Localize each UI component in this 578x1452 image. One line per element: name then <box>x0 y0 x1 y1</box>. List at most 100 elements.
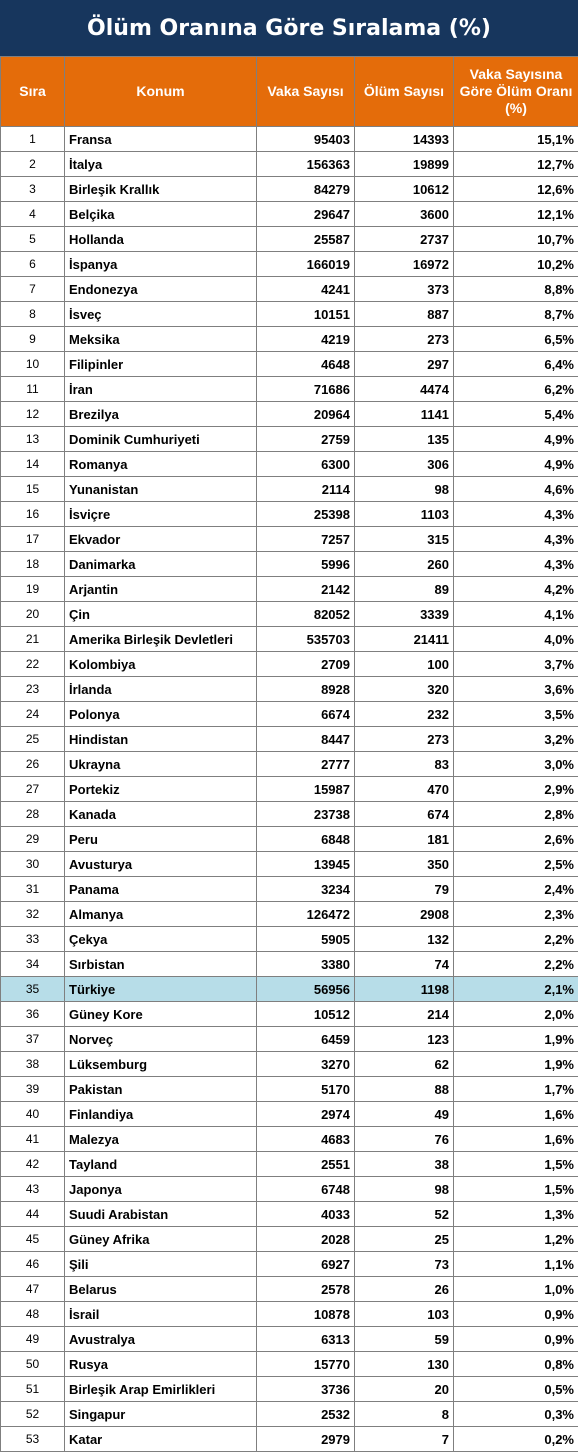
location-cell: Suudi Arabistan <box>64 1201 257 1227</box>
rate-cell: 2,6% <box>453 826 578 852</box>
rate-cell: 1,9% <box>453 1051 578 1077</box>
deaths-cell: 470 <box>354 776 454 802</box>
table-row: 23 İrlanda 8928 320 3,6% <box>0 676 578 702</box>
table-title: Ölüm Oranına Göre Sıralama (%) <box>0 0 578 56</box>
rate-cell: 12,1% <box>453 201 578 227</box>
cases-cell: 6848 <box>256 826 355 852</box>
deaths-cell: 14393 <box>354 126 454 152</box>
deaths-cell: 135 <box>354 426 454 452</box>
rate-cell: 6,5% <box>453 326 578 352</box>
rate-cell: 0,8% <box>453 1351 578 1377</box>
rate-cell: 8,8% <box>453 276 578 302</box>
deaths-cell: 2737 <box>354 226 454 252</box>
rank-cell: 16 <box>0 501 65 527</box>
deaths-cell: 10612 <box>354 176 454 202</box>
cases-cell: 6300 <box>256 451 355 477</box>
rate-cell: 1,3% <box>453 1201 578 1227</box>
deaths-cell: 674 <box>354 801 454 827</box>
rank-cell: 52 <box>0 1401 65 1427</box>
location-cell: Panama <box>64 876 257 902</box>
cases-cell: 8447 <box>256 726 355 752</box>
cases-cell: 20964 <box>256 401 355 427</box>
deaths-cell: 98 <box>354 476 454 502</box>
deaths-cell: 89 <box>354 576 454 602</box>
cases-cell: 3270 <box>256 1051 355 1077</box>
deaths-cell: 260 <box>354 551 454 577</box>
location-cell: Japonya <box>64 1176 257 1202</box>
table-row: 29 Peru 6848 181 2,6% <box>0 826 578 852</box>
table-row: 10 Filipinler 4648 297 6,4% <box>0 351 578 377</box>
location-cell: Fransa <box>64 126 257 152</box>
rank-cell: 41 <box>0 1126 65 1152</box>
deaths-cell: 20 <box>354 1376 454 1402</box>
rate-cell: 4,9% <box>453 426 578 452</box>
deaths-cell: 98 <box>354 1176 454 1202</box>
cases-cell: 6927 <box>256 1251 355 1277</box>
deaths-cell: 38 <box>354 1151 454 1177</box>
location-cell: Lüksemburg <box>64 1051 257 1077</box>
cases-cell: 29647 <box>256 201 355 227</box>
table-row: 33 Çekya 5905 132 2,2% <box>0 926 578 952</box>
cases-cell: 15987 <box>256 776 355 802</box>
cases-cell: 2142 <box>256 576 355 602</box>
location-cell: İtalya <box>64 151 257 177</box>
rate-cell: 6,2% <box>453 376 578 402</box>
rank-cell: 10 <box>0 351 65 377</box>
deaths-cell: 76 <box>354 1126 454 1152</box>
location-cell: Romanya <box>64 451 257 477</box>
rank-cell: 12 <box>0 401 65 427</box>
deaths-cell: 25 <box>354 1226 454 1252</box>
rate-cell: 2,4% <box>453 876 578 902</box>
rank-cell: 23 <box>0 676 65 702</box>
rank-cell: 15 <box>0 476 65 502</box>
deaths-cell: 373 <box>354 276 454 302</box>
rank-cell: 45 <box>0 1226 65 1252</box>
deaths-cell: 21411 <box>354 626 454 652</box>
rank-cell: 13 <box>0 426 65 452</box>
deaths-cell: 132 <box>354 926 454 952</box>
deaths-cell: 74 <box>354 951 454 977</box>
rate-cell: 2,2% <box>453 926 578 952</box>
rate-cell: 1,9% <box>453 1026 578 1052</box>
rate-cell: 1,5% <box>453 1176 578 1202</box>
rate-cell: 1,0% <box>453 1276 578 1302</box>
table-row: 25 Hindistan 8447 273 3,2% <box>0 726 578 752</box>
rank-cell: 43 <box>0 1176 65 1202</box>
cases-cell: 2028 <box>256 1226 355 1252</box>
table-row: 26 Ukrayna 2777 83 3,0% <box>0 751 578 777</box>
rate-cell: 1,5% <box>453 1151 578 1177</box>
rank-cell: 3 <box>0 176 65 202</box>
rank-cell: 26 <box>0 751 65 777</box>
rank-cell: 21 <box>0 626 65 652</box>
rate-cell: 0,9% <box>453 1326 578 1352</box>
rank-cell: 51 <box>0 1376 65 1402</box>
rank-cell: 42 <box>0 1151 65 1177</box>
deaths-cell: 181 <box>354 826 454 852</box>
rate-cell: 15,1% <box>453 126 578 152</box>
table-row: 19 Arjantin 2142 89 4,2% <box>0 576 578 602</box>
table-row: 7 Endonezya 4241 373 8,8% <box>0 276 578 302</box>
rank-cell: 46 <box>0 1251 65 1277</box>
cases-cell: 10151 <box>256 301 355 327</box>
rate-cell: 12,7% <box>453 151 578 177</box>
location-cell: Dominik Cumhuriyeti <box>64 426 257 452</box>
deaths-cell: 315 <box>354 526 454 552</box>
cases-cell: 2532 <box>256 1401 355 1427</box>
table-row: 43 Japonya 6748 98 1,5% <box>0 1176 578 1202</box>
deaths-cell: 306 <box>354 451 454 477</box>
table-row: 21 Amerika Birleşik Devletleri 535703 21411… <box>0 626 578 652</box>
location-cell: İsrail <box>64 1301 257 1327</box>
location-cell: Birleşik Krallık <box>64 176 257 202</box>
table-row: 31 Panama 3234 79 2,4% <box>0 876 578 902</box>
location-cell: Güney Afrika <box>64 1226 257 1252</box>
cases-cell: 2709 <box>256 651 355 677</box>
table-row: 4 Belçika 29647 3600 12,1% <box>0 201 578 227</box>
location-cell: Ukrayna <box>64 751 257 777</box>
table-row: 22 Kolombiya 2709 100 3,7% <box>0 651 578 677</box>
rank-cell: 20 <box>0 601 65 627</box>
header-death-rate: Vaka Sayısına Göre Ölüm Oranı (%) <box>453 56 578 127</box>
cases-cell: 2974 <box>256 1101 355 1127</box>
rank-cell: 38 <box>0 1051 65 1077</box>
location-cell: Avustralya <box>64 1326 257 1352</box>
table-row: 49 Avustralya 6313 59 0,9% <box>0 1326 578 1352</box>
